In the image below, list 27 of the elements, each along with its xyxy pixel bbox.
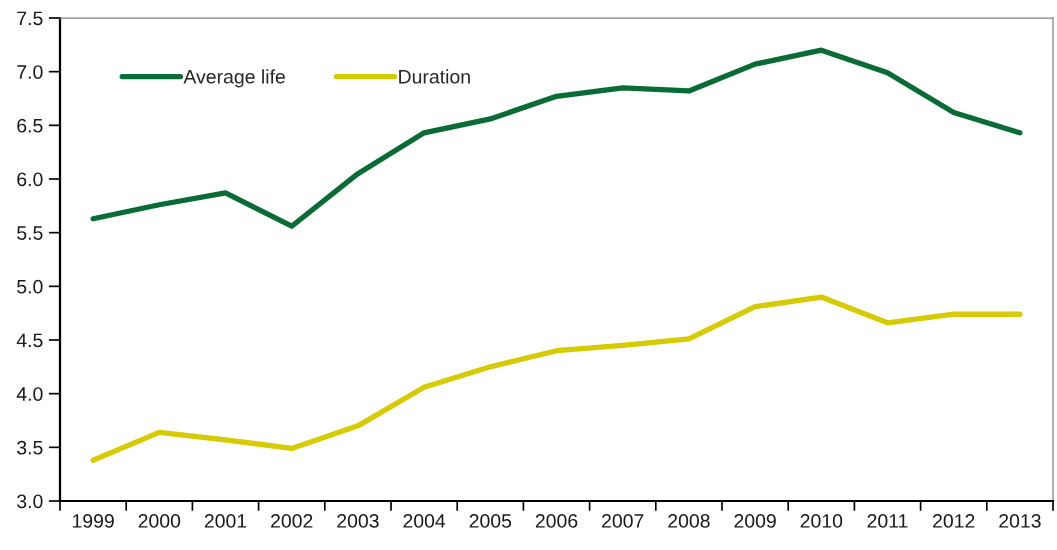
y-tick-label: 7.0 <box>17 65 43 79</box>
x-tick-label: 2006 <box>535 514 578 528</box>
x-tick-label: 2007 <box>602 514 644 528</box>
legend-label: Duration <box>399 69 470 84</box>
x-tick-label: 2000 <box>138 514 181 528</box>
x-tick-label: 2013 <box>999 514 1041 528</box>
x-tick-label: 2004 <box>403 514 446 528</box>
x-tick-label: 2003 <box>337 514 379 528</box>
x-tick-label: 2012 <box>933 514 975 528</box>
x-tick-label: 1999 <box>72 514 114 528</box>
legend-label: Average life <box>183 69 285 88</box>
y-tick-label: 6.5 <box>17 118 43 133</box>
y-tick-label: 7.5 <box>17 11 43 26</box>
y-tick-label: 3.5 <box>17 440 43 455</box>
x-tick-label: 2010 <box>800 514 843 528</box>
y-tick-label: 6.0 <box>17 172 43 187</box>
y-tick-label: 4.5 <box>16 333 43 348</box>
x-tick-label: 2002 <box>271 514 313 528</box>
y-tick-label: 4.0 <box>16 387 43 401</box>
x-tick-label: 2009 <box>734 514 776 528</box>
x-tick-label: 2008 <box>668 514 710 528</box>
x-tick-label: 2011 <box>867 514 908 528</box>
y-tick-label: 3.0 <box>17 494 43 509</box>
x-tick-label: 2001 <box>204 514 247 528</box>
y-tick-label: 5.5 <box>17 226 43 240</box>
x-tick-label: 2005 <box>469 514 512 528</box>
y-tick-label: 5.0 <box>17 279 43 294</box>
